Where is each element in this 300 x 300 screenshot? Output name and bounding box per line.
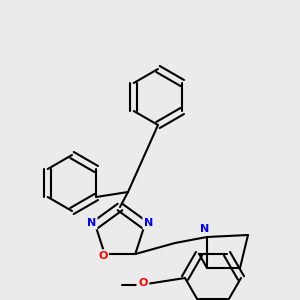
Text: N: N bbox=[87, 218, 96, 228]
Text: O: O bbox=[138, 278, 148, 288]
Text: N: N bbox=[144, 218, 153, 228]
Text: N: N bbox=[200, 224, 210, 234]
Text: O: O bbox=[98, 251, 107, 261]
